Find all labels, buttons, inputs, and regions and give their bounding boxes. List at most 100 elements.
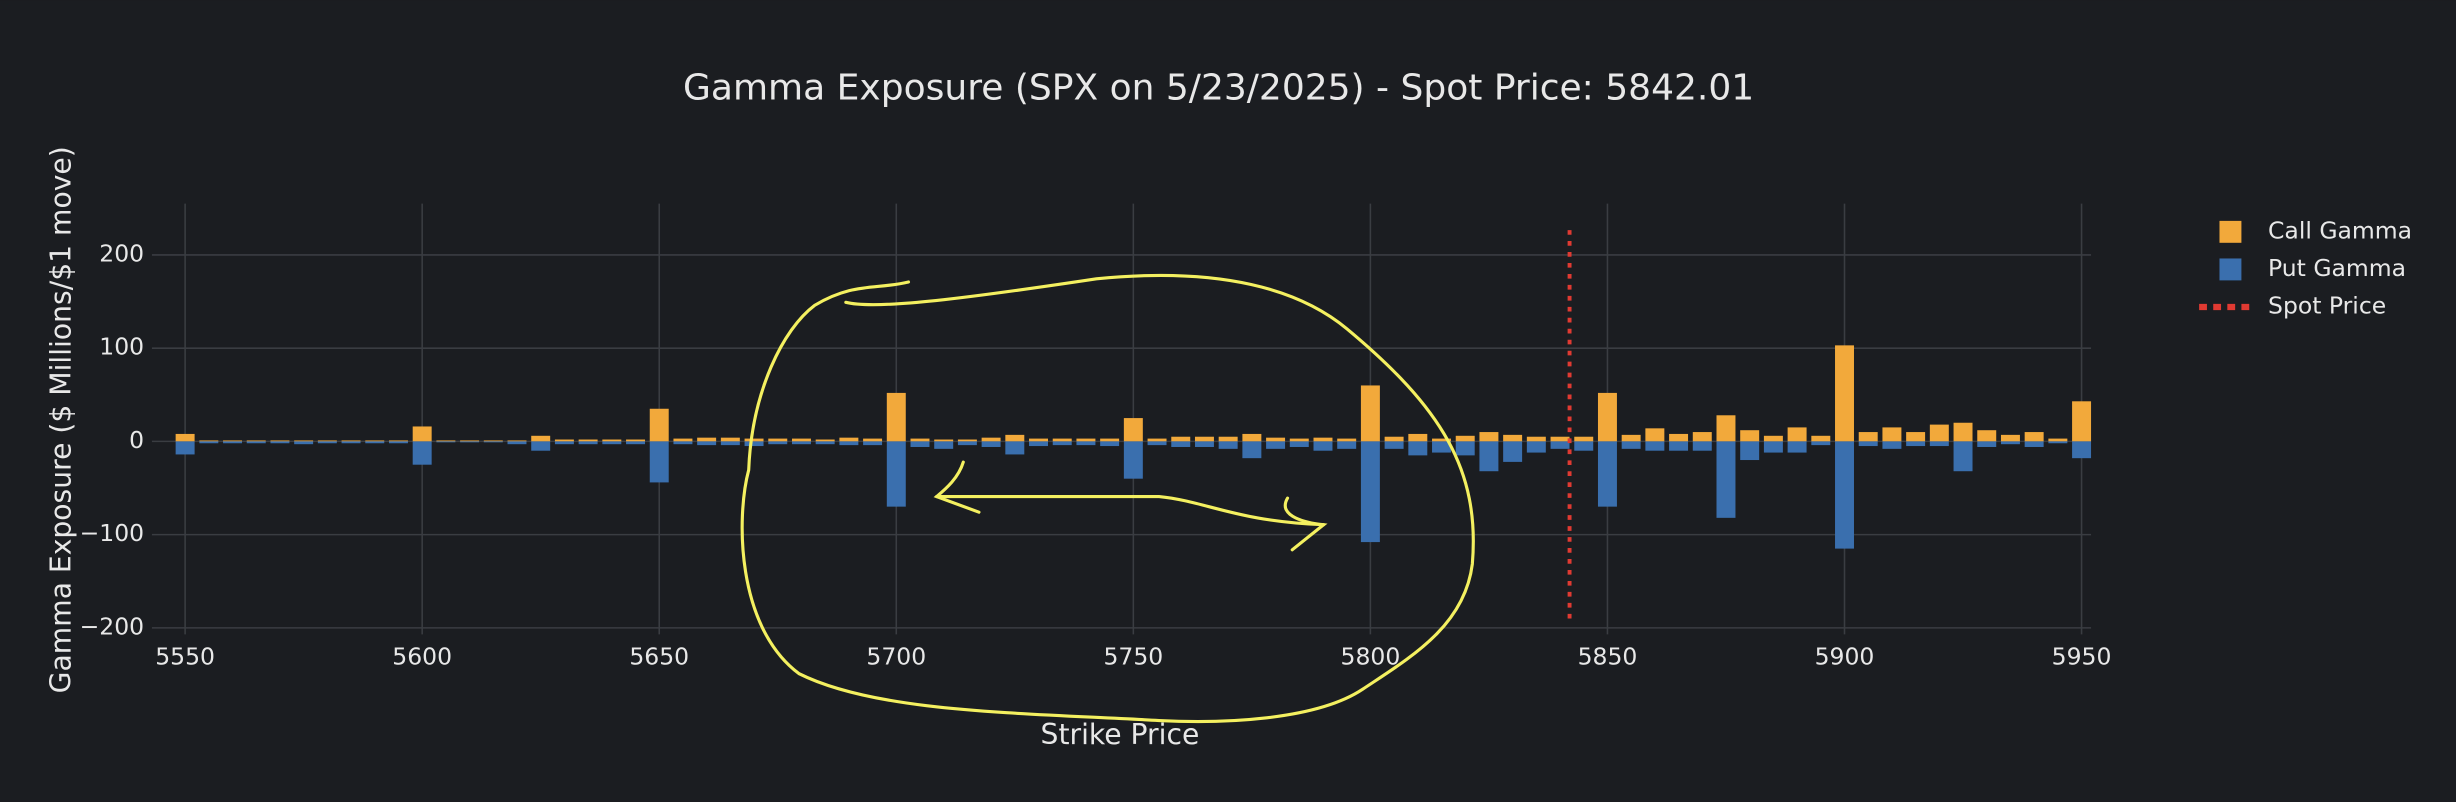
bar xyxy=(199,440,219,442)
bar xyxy=(720,441,740,446)
bar xyxy=(910,441,930,447)
bar xyxy=(175,433,195,442)
legend-swatch xyxy=(2219,258,2242,281)
bar xyxy=(2048,438,2068,442)
bar xyxy=(839,437,859,442)
bar xyxy=(223,441,243,444)
bar xyxy=(839,441,859,446)
bar xyxy=(744,441,764,447)
bar xyxy=(1029,441,1049,447)
bar xyxy=(1005,434,1025,442)
annotation-arrowhead xyxy=(933,460,981,514)
bar xyxy=(2048,441,2068,444)
bar xyxy=(1242,433,1262,442)
bar xyxy=(1194,436,1214,442)
bar xyxy=(1503,441,1523,462)
x-axis-title: Strike Price xyxy=(1041,718,1200,751)
bar xyxy=(1100,441,1120,447)
bar xyxy=(1597,441,1617,507)
bar xyxy=(1621,441,1641,449)
bar xyxy=(673,438,693,442)
bar xyxy=(981,441,1001,447)
bar xyxy=(1574,436,1594,442)
annotation-loop xyxy=(740,273,1475,724)
bar xyxy=(554,439,574,442)
bar xyxy=(910,438,930,442)
bar xyxy=(341,441,361,444)
bar xyxy=(531,435,551,442)
bar xyxy=(1005,441,1025,455)
x-tick-label: 5600 xyxy=(392,642,452,670)
x-tick-label: 5800 xyxy=(1341,642,1401,670)
bar xyxy=(1526,441,1546,453)
bar xyxy=(2072,441,2092,459)
bar xyxy=(223,440,243,442)
annotation-arrowhead xyxy=(1283,496,1328,552)
legend-label: Call Gamma xyxy=(2268,216,2412,244)
bar xyxy=(1171,436,1191,442)
x-tick-label: 5900 xyxy=(1815,642,1875,670)
bar xyxy=(863,441,883,446)
legend-swatch xyxy=(2219,220,2242,243)
bar xyxy=(436,441,456,443)
bar xyxy=(2024,432,2044,442)
bar xyxy=(554,441,574,445)
bar xyxy=(1906,432,1926,442)
bar xyxy=(1811,441,1831,446)
bar xyxy=(744,438,764,442)
bar xyxy=(388,441,408,444)
bar xyxy=(294,440,314,442)
bar xyxy=(1052,438,1072,442)
bar xyxy=(1218,441,1238,449)
bar xyxy=(1977,430,1997,442)
bar xyxy=(886,392,906,442)
bar xyxy=(436,440,456,442)
bar xyxy=(1882,441,1902,449)
bar xyxy=(649,408,669,442)
y-tick-label: −200 xyxy=(80,612,145,640)
y-tick-label: −100 xyxy=(80,519,145,547)
bar xyxy=(1716,441,1736,518)
bar xyxy=(1763,441,1783,453)
bar xyxy=(412,426,432,442)
legend-label: Spot Price xyxy=(2268,292,2386,320)
x-tick-label: 5700 xyxy=(866,642,926,670)
bar xyxy=(1479,441,1499,472)
bar xyxy=(1882,427,1902,442)
bar xyxy=(697,437,717,442)
bar xyxy=(1337,441,1357,449)
bar xyxy=(1835,345,1854,442)
bar xyxy=(1123,418,1143,442)
bar xyxy=(365,440,385,442)
x-tick-label: 5750 xyxy=(1103,642,1163,670)
y-tick-label: 200 xyxy=(99,239,144,267)
bar xyxy=(1669,433,1689,442)
bar xyxy=(1503,434,1523,442)
legend-label: Put Gamma xyxy=(2268,254,2406,282)
bar xyxy=(294,441,314,445)
bar xyxy=(1076,441,1096,446)
bar xyxy=(626,439,646,442)
bar xyxy=(1171,441,1191,447)
bar xyxy=(199,441,219,444)
y-tick-label: 0 xyxy=(129,426,144,454)
bar xyxy=(1218,436,1238,442)
bar xyxy=(317,440,337,442)
bar xyxy=(1835,441,1854,549)
bar xyxy=(626,441,646,445)
bar xyxy=(815,439,835,442)
bar xyxy=(1740,441,1760,461)
bar xyxy=(1929,424,1949,442)
bar xyxy=(768,441,788,445)
bar xyxy=(1147,438,1167,442)
bar xyxy=(649,441,669,483)
chart-title: Gamma Exposure (SPX on 5/23/2025) - Spot… xyxy=(683,67,1754,108)
bar xyxy=(246,441,266,444)
bar xyxy=(934,439,954,442)
bar xyxy=(1029,438,1049,442)
bar xyxy=(1716,415,1736,442)
bar xyxy=(1811,435,1831,442)
bar xyxy=(1123,441,1143,479)
x-tick-label: 5650 xyxy=(629,642,689,670)
